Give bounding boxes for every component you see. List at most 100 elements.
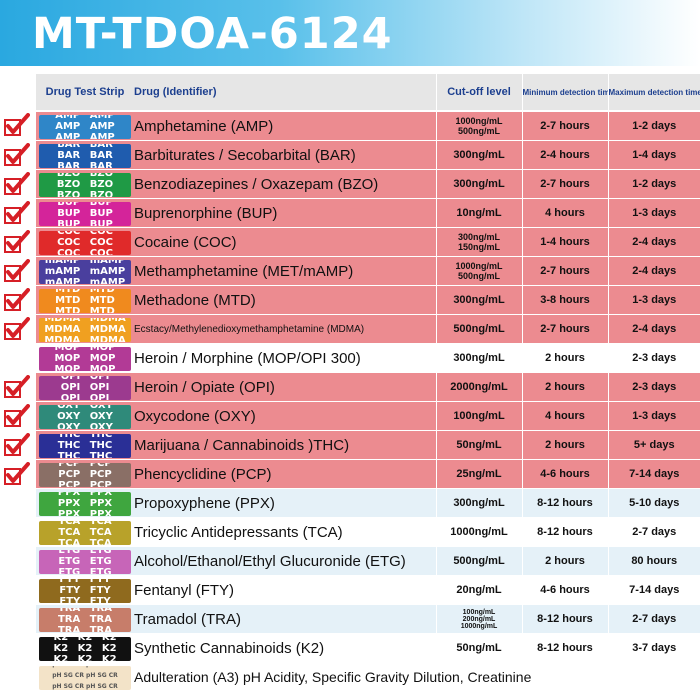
test-strip-cell: BUP BUP BUP BUP BUP BUP bbox=[36, 198, 134, 228]
strip-label: MDMA MDMA bbox=[44, 324, 126, 335]
test-strip-mtd: MTD MTD MTD MTD MTD MTD bbox=[39, 289, 131, 313]
test-strip-cell: mAMP mAMP mAMP mAMP mAMP mAMP bbox=[36, 256, 134, 286]
strip-label: BZO BZO bbox=[56, 190, 114, 197]
strip-label: ETG ETG bbox=[58, 567, 112, 574]
cutoff-value: 200ng/mL bbox=[462, 615, 496, 623]
table-row: mAMP mAMP mAMP mAMP mAMP mAMP Methamphetami… bbox=[36, 256, 700, 286]
cutoff-value: 1000ng/mL bbox=[450, 526, 508, 538]
cutoff-value: 1000ng/mL bbox=[455, 261, 503, 271]
strip-label: pH SG CR pH SG CR bbox=[52, 683, 118, 690]
table-row: ETG ETG ETG ETG ETG ETG Alcohol/Ethanol/Eth… bbox=[36, 546, 700, 576]
strip-label: FTY FTY bbox=[59, 579, 111, 585]
cutoff-value: 20ng/mL bbox=[456, 584, 502, 596]
cutoff-value: 150ng/mL bbox=[457, 242, 500, 252]
strip-label: COC COC bbox=[57, 231, 113, 237]
header-drug: Drug (Identifier) bbox=[134, 74, 436, 112]
min-detection: 2-7 hours bbox=[521, 314, 608, 344]
cutoff-value: 300ng/mL bbox=[457, 232, 500, 242]
strip-label: ETG ETG bbox=[58, 556, 112, 567]
cutoff-level: 300ng/mL bbox=[435, 285, 522, 315]
drug-name: Heroin / Morphine (MOP/OPI 300) bbox=[134, 343, 436, 373]
test-strip-k2: K2 K2 K2 K2 K2 K2 K2 K2 K2 bbox=[39, 637, 131, 661]
table-row: COC COC COC COC COC COC Cocaine (COC) 300ng/… bbox=[36, 227, 700, 257]
max-detection: 1-2 days bbox=[607, 169, 700, 199]
cutoff-value: 300ng/mL bbox=[453, 294, 505, 306]
strip-label: BAR BAR bbox=[57, 150, 113, 161]
test-strip-oxy: OXY OXY OXY OXY OXY OXY bbox=[39, 405, 131, 429]
min-detection: 4 hours bbox=[521, 198, 608, 228]
cutoff-level: 300ng/mL bbox=[435, 488, 522, 518]
drug-name: Tricyclic Antidepressants (TCA) bbox=[134, 517, 436, 547]
test-strip-cell: BAR BAR BAR BAR BAR BAR bbox=[36, 140, 134, 170]
strip-label: OPI OPI bbox=[60, 393, 110, 400]
table-row: AMP AMP AMP AMP AMP AMP Amphetamine (AMP) 10… bbox=[36, 111, 700, 141]
min-detection: 2-7 hours bbox=[521, 256, 608, 286]
test-strip-cell: THC THC THC THC THC THC bbox=[36, 430, 134, 460]
cutoff-level: 300ng/mL 150ng/mL bbox=[435, 227, 522, 257]
table-row: BUP BUP BUP BUP BUP BUP Buprenorphine (BUP)… bbox=[36, 198, 700, 228]
test-strip-cell: OXY OXY OXY OXY OXY OXY bbox=[36, 401, 134, 431]
test-strip-fty: FTY FTY FTY FTY FTY FTY bbox=[39, 579, 131, 603]
cutoff-level: 100ng/mL 200ng/mL 1000ng/mL bbox=[435, 604, 522, 634]
table-row: THC THC THC THC THC THC Marijuana / Cannabi… bbox=[36, 430, 700, 460]
strip-label: pH SG CR pH SG CR bbox=[39, 666, 131, 668]
cutoff-level: 300ng/mL bbox=[435, 169, 522, 199]
min-detection: 4-6 hours bbox=[521, 459, 608, 489]
test-strip-cell: COC COC COC COC COC COC bbox=[36, 227, 134, 257]
checkmark-icon bbox=[4, 461, 30, 486]
test-strip-bar: BAR BAR BAR BAR BAR BAR bbox=[39, 144, 131, 168]
header-cutoff: Cut-off level bbox=[435, 74, 522, 112]
test-strip-cell: K2 K2 K2 K2 K2 K2 K2 K2 K2 bbox=[36, 633, 134, 663]
table-row: PPX PPX PPX PPX PPX PPX Propoxyphene (PPX) 3… bbox=[36, 488, 700, 518]
table-row: BAR BAR BAR BAR BAR BAR Barbiturates / Seco… bbox=[36, 140, 700, 170]
test-strip-cell: TRA TRA TRA TRA TRA TRA bbox=[36, 604, 134, 634]
strip-label: TCA TCA bbox=[58, 527, 112, 538]
test-strip-cell: ETG ETG ETG ETG ETG ETG bbox=[36, 546, 134, 576]
strip-label: THC THC bbox=[57, 434, 113, 440]
min-detection: 2-4 hours bbox=[521, 140, 608, 170]
test-strip-adulteration: pH SG CR pH SG CR pH SG CR pH SG CR pH SG … bbox=[39, 666, 131, 690]
strip-label: OXY OXY bbox=[57, 405, 113, 411]
drug-name: Alcohol/Ethanol/Ethyl Glucuronide (ETG) bbox=[134, 546, 436, 576]
product-title: MT-TDOA-6124 bbox=[32, 9, 393, 59]
test-strip-mdma: MDMA MDMA MDMA MDMA MDMA MDMA bbox=[39, 318, 131, 342]
test-strip-etg: ETG ETG ETG ETG ETG ETG bbox=[39, 550, 131, 574]
strip-label: BAR BAR bbox=[57, 144, 113, 150]
strip-label: AMP AMP bbox=[55, 121, 115, 132]
strip-label: K2 K2 K2 bbox=[53, 654, 117, 661]
min-detection: 2 hours bbox=[521, 546, 608, 576]
max-detection: 1-3 days bbox=[607, 198, 700, 228]
checkmark-icon bbox=[4, 287, 30, 312]
test-strip-mop: MOP MOP MOP MOP MOP MOP bbox=[39, 347, 131, 371]
min-detection: 8-12 hours bbox=[521, 633, 608, 663]
test-strip-cell: AMP AMP AMP AMP AMP AMP bbox=[36, 111, 134, 141]
strip-label: K2 K2 K2 bbox=[53, 643, 117, 654]
drug-name: Phencyclidine (PCP) bbox=[134, 459, 436, 489]
drug-name: Methadone (MTD) bbox=[134, 285, 436, 315]
checkmark-icon bbox=[4, 403, 30, 428]
max-detection: 1-2 days bbox=[607, 111, 700, 141]
strip-label: MTD MTD bbox=[55, 289, 115, 295]
cutoff-level: 1000ng/mL 500ng/mL bbox=[435, 111, 522, 141]
strip-label: TRA TRA bbox=[57, 625, 112, 632]
strip-label: BUP BUP bbox=[57, 219, 113, 226]
strip-label: AMP AMP bbox=[55, 115, 115, 121]
test-strip-cell: MTD MTD MTD MTD MTD MTD bbox=[36, 285, 134, 315]
min-detection: 2 hours bbox=[521, 430, 608, 460]
min-detection: 4-6 hours bbox=[521, 575, 608, 605]
strip-label: TRA TRA bbox=[57, 608, 112, 614]
cutoff-value: 1000ng/mL bbox=[455, 116, 503, 126]
table-row: OPI OPI OPI OPI OPI OPI Heroin / Opiate (OP… bbox=[36, 372, 700, 402]
strip-label: mAMP mAMP bbox=[44, 266, 126, 277]
max-detection: 7-14 days bbox=[607, 459, 700, 489]
table-row: OXY OXY OXY OXY OXY OXY Oxycodone (OXY) 100n… bbox=[36, 401, 700, 431]
drug-name: Tramadol (TRA) bbox=[134, 604, 436, 634]
test-strip-amp: AMP AMP AMP AMP AMP AMP bbox=[39, 115, 131, 139]
cutoff-value: 500ng/mL bbox=[457, 126, 500, 136]
test-strip-coc: COC COC COC COC COC COC bbox=[39, 231, 131, 255]
drug-name: Fentanyl (FTY) bbox=[134, 575, 436, 605]
max-detection: 5-10 days bbox=[607, 488, 700, 518]
cutoff-value: 10ng/mL bbox=[456, 207, 502, 219]
cutoff-level: 300ng/mL bbox=[435, 343, 522, 373]
max-detection: 1-4 days bbox=[607, 140, 700, 170]
